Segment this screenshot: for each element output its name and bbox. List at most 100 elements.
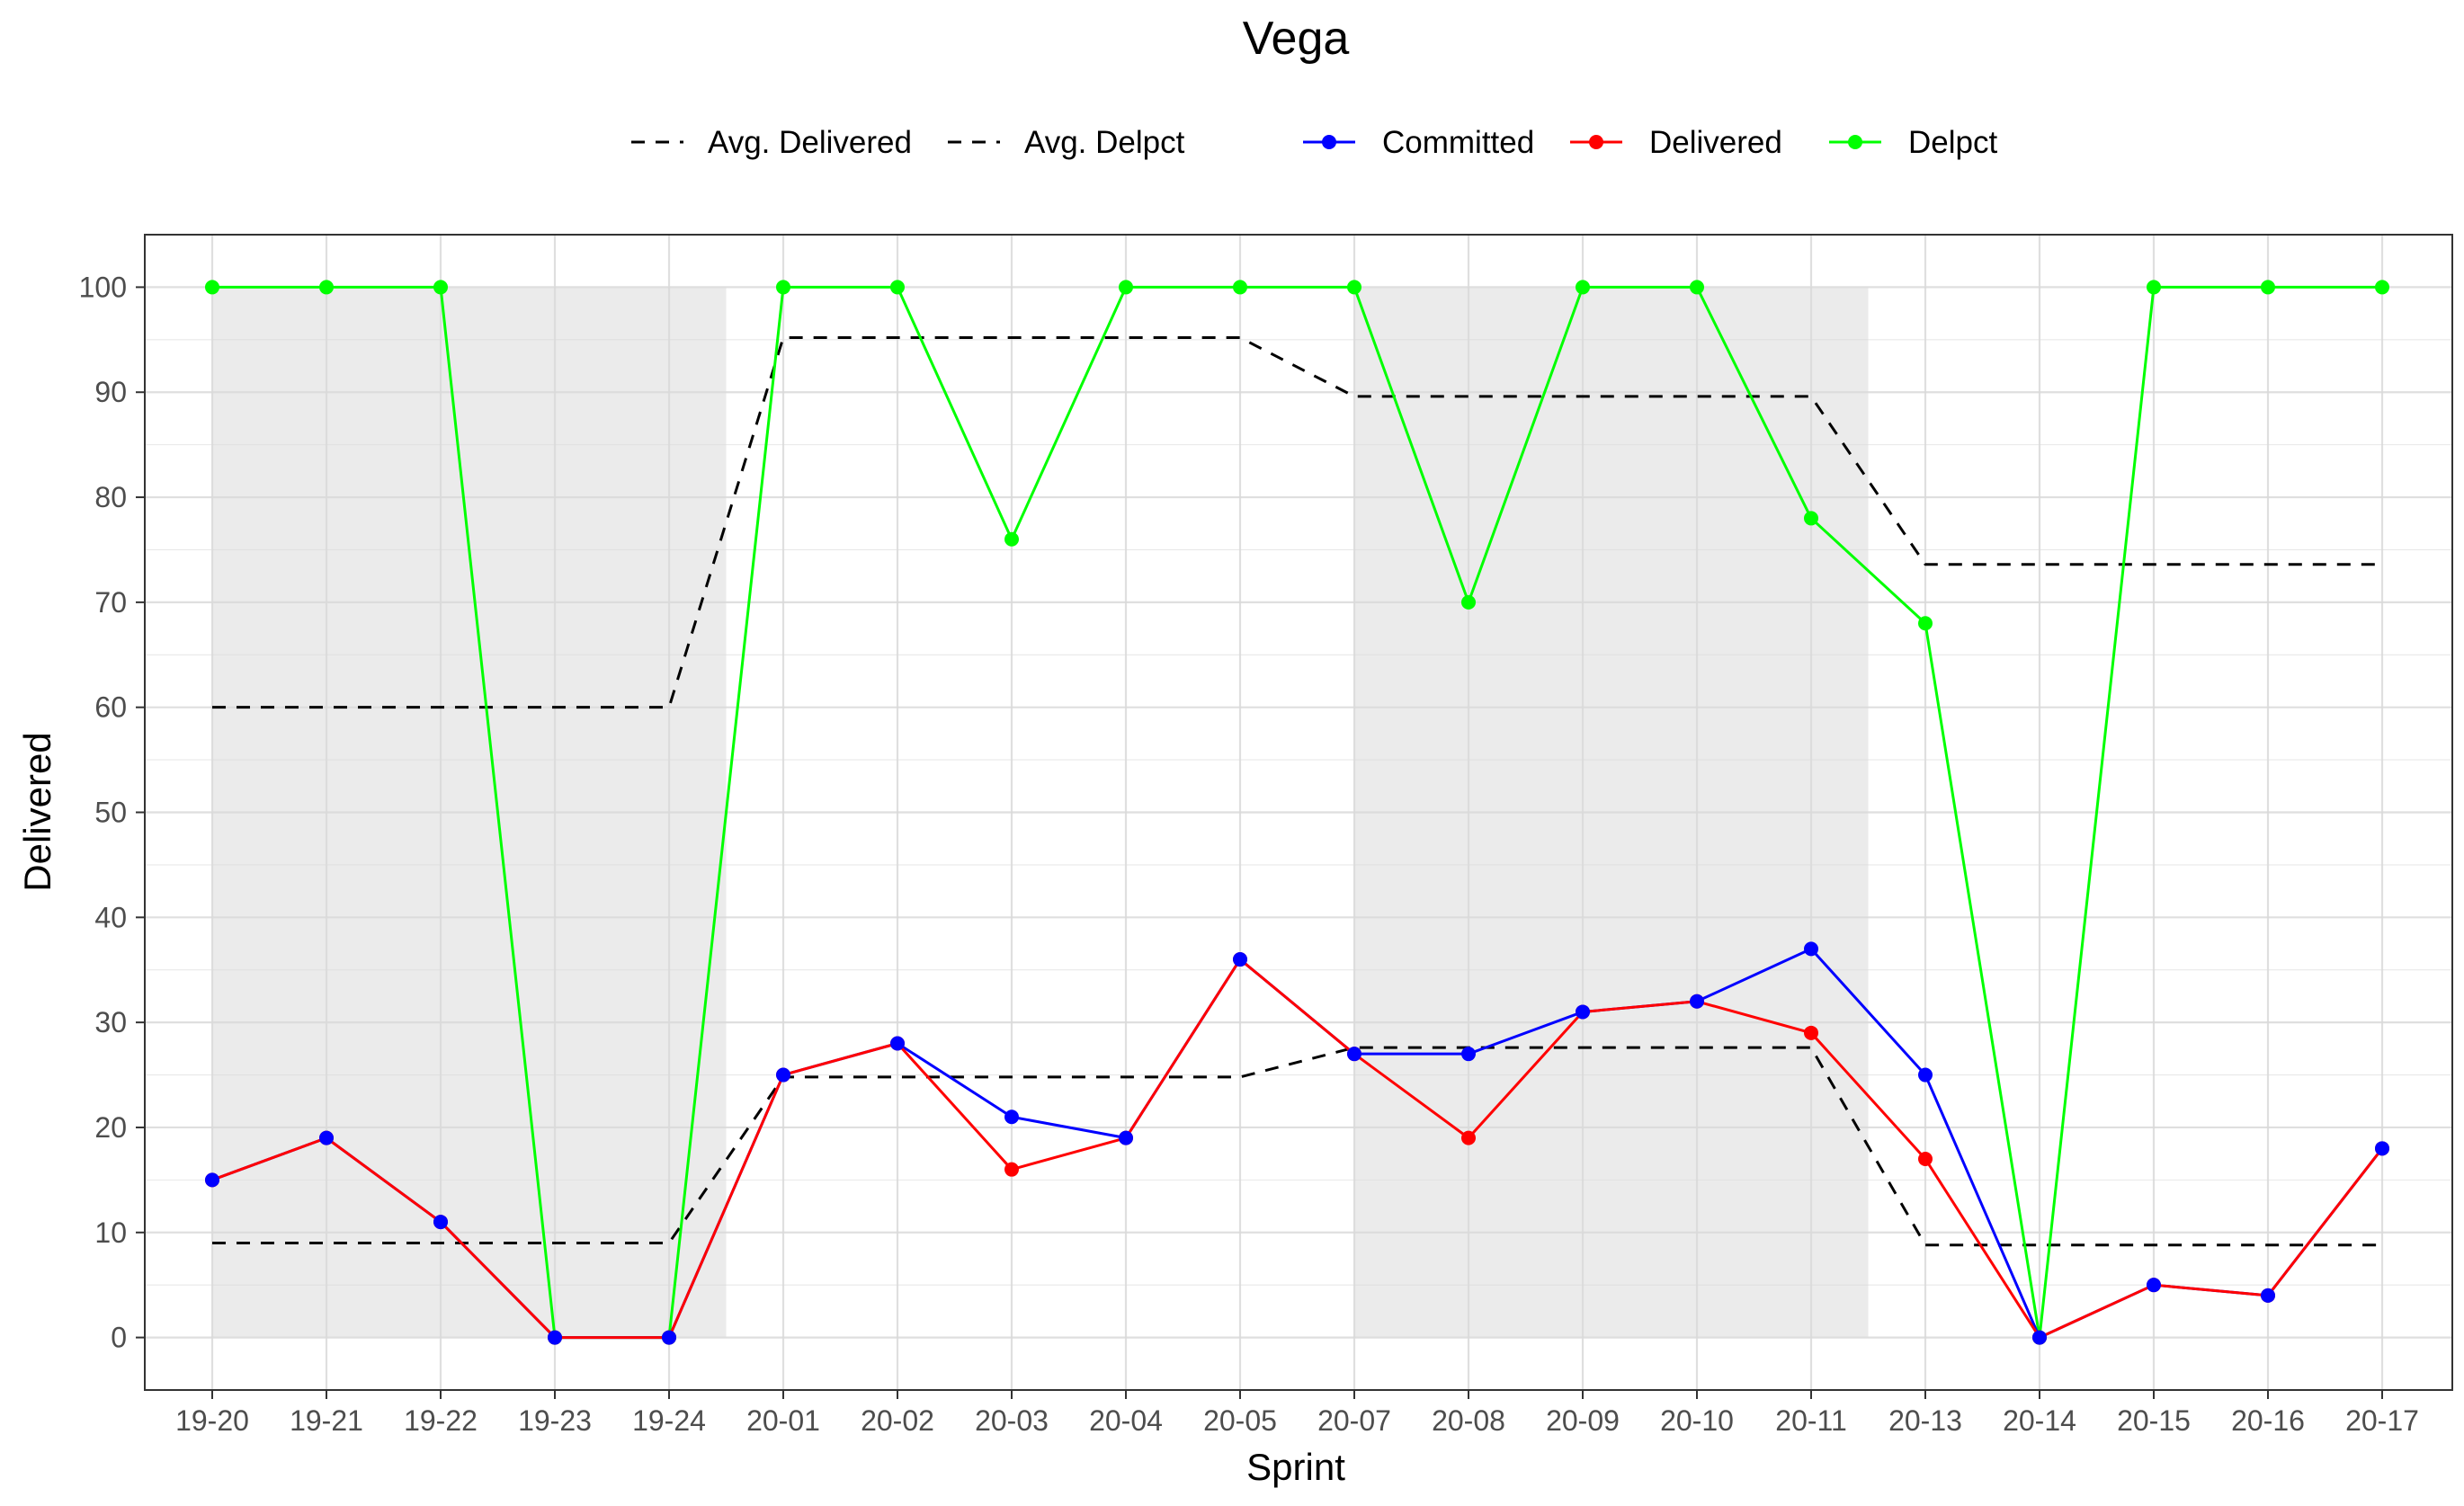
data-point-committed	[1576, 1004, 1590, 1020]
x-tick-label: 20-03	[975, 1404, 1049, 1437]
chart-title: Vega	[1243, 13, 1350, 65]
series-delivered	[211, 958, 2384, 1340]
data-point-delpct	[2375, 280, 2389, 295]
data-point-delpct	[205, 280, 219, 295]
x-tick-label: 19-24	[632, 1404, 706, 1437]
data-point-delpct	[319, 280, 334, 295]
x-tick-label: 20-02	[861, 1404, 934, 1437]
legend-key-point	[1589, 135, 1603, 149]
x-axis-title: Sprint	[1246, 1446, 1345, 1488]
data-point-delpct	[1461, 594, 1476, 610]
x-tick-label: 20-04	[1089, 1404, 1163, 1437]
x-tick-label: 20-17	[2345, 1404, 2419, 1437]
series-line-avg-delivered	[212, 1046, 2382, 1247]
data-point-delpct	[2261, 280, 2275, 295]
x-tick-label: 20-15	[2117, 1404, 2191, 1437]
data-point-delivered	[1804, 1025, 1818, 1040]
data-point-delpct	[1918, 616, 1933, 631]
y-tick-label: 40	[94, 901, 127, 933]
data-point-committed	[205, 1172, 219, 1188]
data-point-delpct	[1347, 280, 1361, 295]
y-tick-label: 60	[94, 691, 127, 724]
legend: Avg. Delivered Avg. Delpct Committed Delive…	[631, 125, 1997, 160]
y-tick-label: 10	[94, 1216, 127, 1249]
legend-key-point	[1322, 135, 1336, 149]
x-tick-label: 19-20	[175, 1404, 249, 1437]
y-axis-title: Delivered	[16, 732, 58, 891]
y-tick-label: 80	[94, 481, 127, 513]
legend-key-point	[1848, 135, 1862, 149]
y-tick-label: 90	[94, 376, 127, 408]
data-point-committed	[1004, 1109, 1019, 1125]
gridlines	[145, 234, 2452, 1390]
data-point-delpct	[890, 280, 905, 295]
legend-item-delivered: Delivered	[1570, 125, 1782, 160]
data-point-delpct	[1233, 280, 1247, 295]
y-tick-label: 0	[111, 1322, 127, 1354]
y-tick-label: 100	[79, 271, 127, 303]
legend-item-delpct: Delpct	[1829, 125, 1997, 160]
x-tick-label: 19-23	[518, 1404, 592, 1437]
series-line-avg-delpct	[212, 335, 2382, 709]
data-point-committed	[319, 1130, 334, 1145]
x-tick-label: 20-07	[1317, 1404, 1391, 1437]
x-tick-label: 20-01	[746, 1404, 820, 1437]
data-point-delpct	[1004, 531, 1019, 547]
x-axis: 19-20 19-21 19-22 19-23 19-24 20-01 20-02 20-03…	[175, 1390, 2419, 1437]
markers-delpct	[205, 280, 2389, 1345]
data-point-delivered	[1461, 1130, 1476, 1145]
legend-label: Committed	[1382, 125, 1534, 160]
data-point-delpct	[776, 280, 790, 295]
data-point-committed	[1233, 952, 1247, 967]
data-point-delivered	[1004, 1162, 1019, 1177]
x-tick-label: 20-11	[1775, 1404, 1846, 1437]
y-tick-label: 30	[94, 1006, 127, 1038]
data-point-committed	[1804, 941, 1818, 957]
data-point-committed	[2147, 1278, 2161, 1293]
x-tick-label: 20-13	[1888, 1404, 1962, 1437]
data-point-committed	[1918, 1067, 1933, 1083]
legend-item-committed: Committed	[1303, 125, 1534, 160]
series-line-delivered	[211, 958, 2384, 1340]
data-point-delpct	[433, 280, 448, 295]
data-point-committed	[1347, 1047, 1361, 1062]
data-point-committed	[2261, 1288, 2275, 1303]
data-point-committed	[433, 1215, 448, 1230]
x-tick-label: 20-09	[1546, 1404, 1620, 1437]
legend-label: Avg. Delpct	[1024, 125, 1185, 160]
series-layer	[205, 280, 2389, 1345]
data-point-committed	[890, 1036, 905, 1051]
x-tick-label: 19-21	[290, 1404, 363, 1437]
data-point-committed	[2032, 1330, 2047, 1345]
x-tick-label: 20-10	[1660, 1404, 1734, 1437]
data-point-committed	[776, 1067, 790, 1083]
legend-item-avg-delpct: Avg. Delpct	[948, 125, 1185, 160]
legend-label: Delpct	[1908, 125, 1997, 160]
markers-committed	[205, 941, 2389, 1345]
series-avg-delpct	[212, 335, 2382, 709]
data-point-committed	[1461, 1047, 1476, 1062]
x-tick-label: 20-14	[2003, 1404, 2076, 1437]
legend-label: Avg. Delivered	[708, 125, 912, 160]
data-point-committed	[548, 1330, 562, 1345]
x-tick-label: 19-22	[404, 1404, 478, 1437]
data-point-delpct	[1576, 280, 1590, 295]
data-point-committed	[2375, 1141, 2389, 1156]
y-tick-label: 50	[94, 797, 127, 829]
data-point-delpct	[2147, 280, 2161, 295]
legend-label: Delivered	[1649, 125, 1782, 160]
x-tick-label: 20-05	[1203, 1404, 1277, 1437]
data-point-delpct	[1690, 280, 1704, 295]
y-tick-label: 20	[94, 1111, 127, 1144]
data-point-delpct	[1119, 280, 1133, 295]
y-axis: 0 10 20 30 40 50 60 70 80 90 100	[79, 271, 145, 1354]
data-point-committed	[1690, 994, 1704, 1009]
y-tick-label: 70	[94, 586, 127, 619]
x-tick-label: 20-08	[1432, 1404, 1505, 1437]
data-point-committed	[1119, 1130, 1133, 1145]
data-point-delivered	[1918, 1152, 1933, 1166]
x-tick-label: 20-16	[2231, 1404, 2305, 1437]
series-avg-delivered	[212, 1046, 2382, 1247]
data-point-delpct	[1804, 511, 1818, 526]
